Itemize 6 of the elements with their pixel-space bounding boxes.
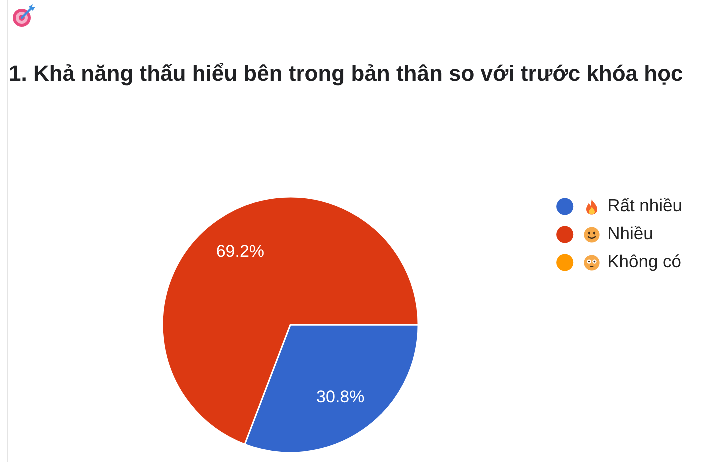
data-label: 30.8% bbox=[316, 387, 365, 406]
chart-title: 1. Khả năng thấu hiểu bên trong bản thân so với trước khóa học bbox=[9, 61, 684, 87]
legend-label: Rất nhiều bbox=[608, 196, 683, 216]
legend-label: Nhiều bbox=[608, 224, 654, 244]
legend-label: Không có bbox=[608, 252, 682, 272]
data-label: 69.2% bbox=[216, 242, 265, 261]
